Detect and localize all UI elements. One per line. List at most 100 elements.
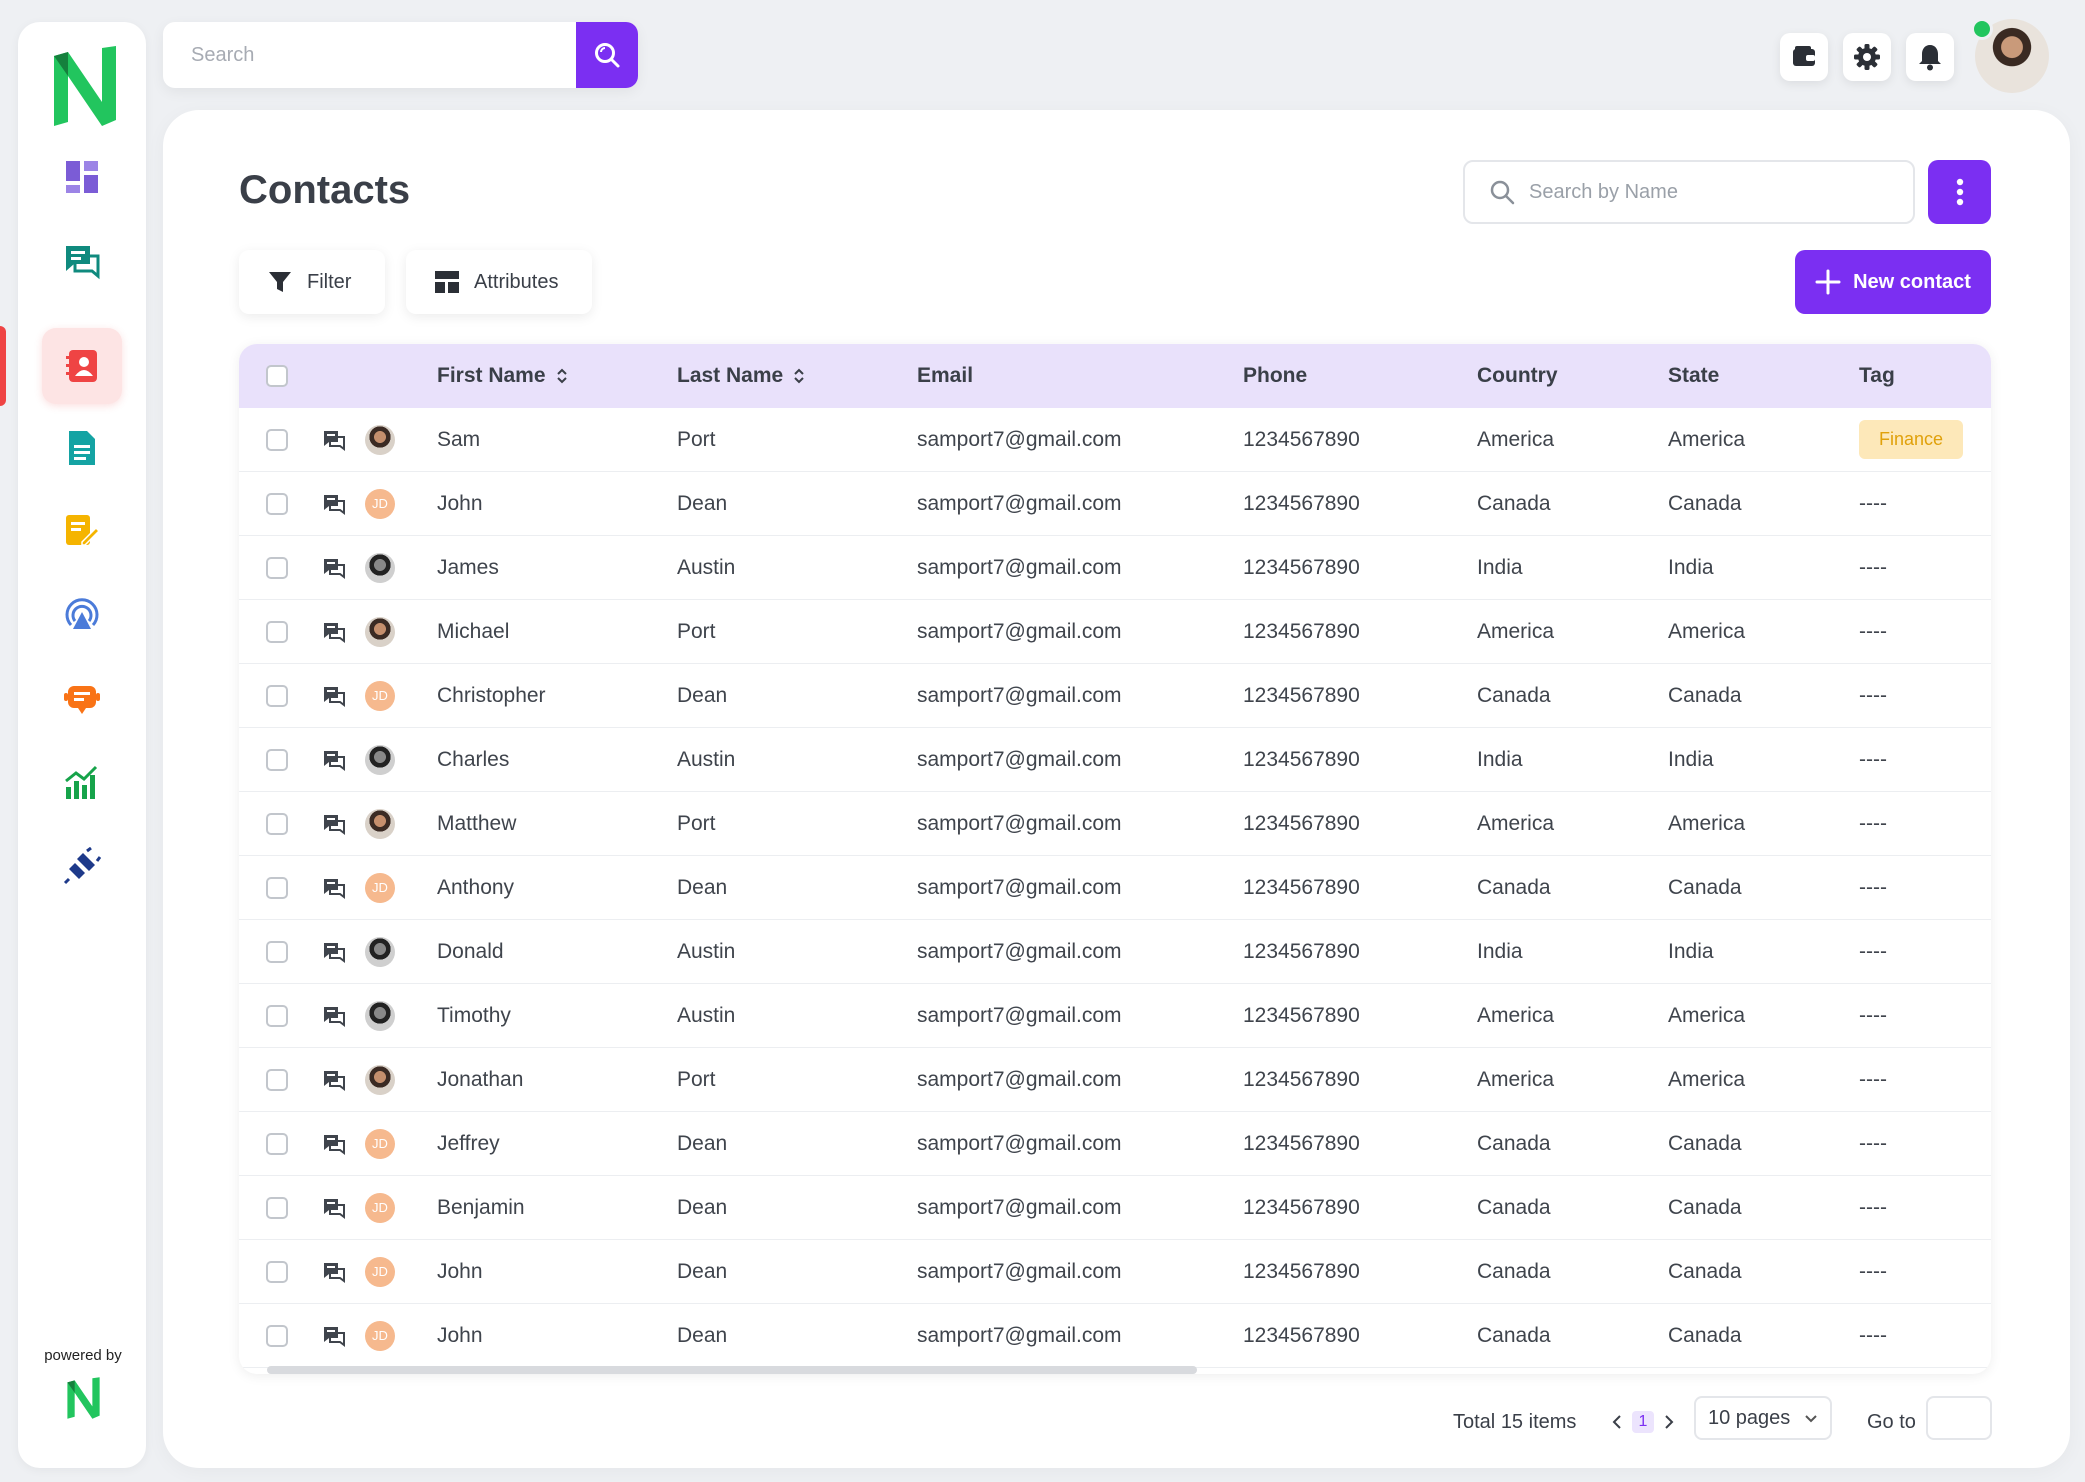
message-button[interactable]: [323, 792, 345, 855]
last-name-cell: Port: [677, 811, 716, 835]
table-row[interactable]: JD Benjamin Dean samport7@gmail.com 12345678…: [239, 1176, 1991, 1240]
nav-broadcast[interactable]: [42, 576, 122, 652]
row-checkbox[interactable]: [266, 1068, 288, 1091]
message-button[interactable]: [323, 664, 345, 727]
table-row[interactable]: Donald Austin samport7@gmail.com 1234567890…: [239, 920, 1991, 984]
name-search: [1463, 160, 1915, 224]
page-size-select[interactable]: 10 pages: [1694, 1396, 1832, 1440]
wallet-button[interactable]: [1780, 33, 1828, 81]
name-search-input[interactable]: [1529, 180, 1889, 204]
nav-chatbot[interactable]: [42, 660, 122, 736]
select-all-checkbox[interactable]: [266, 365, 288, 387]
row-checkbox-cell: [266, 600, 288, 663]
row-checkbox[interactable]: [266, 876, 288, 899]
settings-button[interactable]: [1843, 33, 1891, 81]
message-button[interactable]: [323, 1240, 345, 1303]
filter-button[interactable]: Filter: [239, 250, 385, 314]
nav-contacts[interactable]: [42, 328, 122, 404]
message-button[interactable]: [323, 1176, 345, 1239]
message-button[interactable]: [323, 1304, 345, 1367]
contact-avatar-initials: JD: [365, 1128, 395, 1159]
chevron-right-icon[interactable]: [1664, 1414, 1674, 1430]
message-button[interactable]: [323, 920, 345, 983]
message-button[interactable]: [323, 408, 345, 471]
state-cell: Canada: [1668, 1131, 1742, 1155]
table-row[interactable]: Charles Austin samport7@gmail.com 123456789…: [239, 728, 1991, 792]
header-last-name[interactable]: Last Name: [677, 344, 805, 408]
row-checkbox[interactable]: [266, 556, 288, 579]
message-button[interactable]: [323, 856, 345, 919]
last-name-cell: Austin: [677, 1003, 736, 1027]
country-cell: Canada: [1477, 1323, 1551, 1347]
table-row[interactable]: JD John Dean samport7@gmail.com 1234567890 Ca…: [239, 1240, 1991, 1304]
header-checkbox-cell: [266, 344, 288, 408]
attributes-button[interactable]: Attributes: [406, 250, 592, 314]
row-checkbox[interactable]: [266, 492, 288, 515]
header-first-name[interactable]: First Name: [437, 344, 568, 408]
table-row[interactable]: James Austin samport7@gmail.com 1234567890 I…: [239, 536, 1991, 600]
row-checkbox-cell: [266, 1304, 288, 1367]
notifications-button[interactable]: [1906, 33, 1954, 81]
message-button[interactable]: [323, 984, 345, 1047]
message-button[interactable]: [323, 600, 345, 663]
first-name-cell: Benjamin: [437, 1195, 525, 1219]
table-row[interactable]: JD Christopher Dean samport7@gmail.com 12345…: [239, 664, 1991, 728]
total-suffix: items: [1528, 1410, 1577, 1433]
row-checkbox[interactable]: [266, 940, 288, 963]
row-checkbox[interactable]: [266, 428, 288, 451]
row-checkbox-cell: [266, 984, 288, 1047]
nav-conversations[interactable]: [42, 223, 122, 299]
message-button[interactable]: [323, 728, 345, 791]
chevron-left-icon[interactable]: [1612, 1414, 1622, 1430]
nav-notes[interactable]: [42, 492, 122, 568]
global-search-input[interactable]: [163, 22, 576, 88]
state-cell: Canada: [1668, 1323, 1742, 1347]
message-button[interactable]: [323, 472, 345, 535]
message-button[interactable]: [323, 536, 345, 599]
horizontal-scrollbar[interactable]: [267, 1366, 1197, 1374]
sort-icon: [556, 368, 567, 384]
tag-empty: ----: [1859, 811, 1887, 835]
row-checkbox[interactable]: [266, 620, 288, 643]
global-search-button[interactable]: [576, 22, 638, 88]
row-checkbox[interactable]: [266, 1132, 288, 1155]
table-row[interactable]: JD John Dean samport7@gmail.com 1234567890 Ca…: [239, 472, 1991, 536]
table-row[interactable]: JD Jeffrey Dean samport7@gmail.com 123456789…: [239, 1112, 1991, 1176]
new-contact-button[interactable]: New contact: [1795, 250, 1991, 314]
message-button[interactable]: [323, 1112, 345, 1175]
nav-templates[interactable]: [42, 410, 122, 486]
avatar-cell: [365, 1048, 395, 1111]
nav-analytics[interactable]: [42, 744, 122, 820]
dashboard-icon: [66, 161, 98, 193]
row-checkbox[interactable]: [266, 1196, 288, 1219]
country-cell: India: [1477, 939, 1523, 963]
state-cell: America: [1668, 811, 1746, 835]
table-row[interactable]: Timothy Austin samport7@gmail.com 123456789…: [239, 984, 1991, 1048]
row-checkbox[interactable]: [266, 1004, 288, 1027]
state-cell: America: [1668, 427, 1746, 451]
table-row[interactable]: JD Anthony Dean samport7@gmail.com 123456789…: [239, 856, 1991, 920]
tag-badge[interactable]: Finance: [1859, 420, 1964, 459]
app-logo[interactable]: [44, 36, 124, 136]
nav-integrations[interactable]: [42, 828, 122, 904]
row-checkbox[interactable]: [266, 684, 288, 707]
table-row[interactable]: Jonathan Port samport7@gmail.com 1234567890…: [239, 1048, 1991, 1112]
row-checkbox[interactable]: [266, 748, 288, 771]
table-row[interactable]: JD John Dean samport7@gmail.com 1234567890 Ca…: [239, 1304, 1991, 1368]
powered-by-logo: [67, 1377, 100, 1419]
row-checkbox[interactable]: [266, 1260, 288, 1283]
table-row[interactable]: Michael Port samport7@gmail.com 1234567890 A…: [239, 600, 1991, 664]
row-checkbox[interactable]: [266, 812, 288, 835]
current-page[interactable]: 1: [1632, 1411, 1654, 1433]
table-row[interactable]: Sam Port samport7@gmail.com 1234567890 Ameri…: [239, 408, 1991, 472]
table-row[interactable]: Matthew Port samport7@gmail.com 1234567890 A…: [239, 792, 1991, 856]
message-button[interactable]: [323, 1048, 345, 1111]
goto-page-input[interactable]: [1926, 1396, 1992, 1440]
document-icon: [69, 431, 95, 465]
row-checkbox[interactable]: [266, 1324, 288, 1347]
nav-dashboard[interactable]: [42, 139, 122, 215]
more-options-button[interactable]: [1928, 160, 1991, 224]
tag-cell: ----: [1859, 472, 1887, 535]
phone-cell: 1234567890: [1243, 619, 1360, 643]
avatar-cell: JD: [365, 1176, 395, 1239]
